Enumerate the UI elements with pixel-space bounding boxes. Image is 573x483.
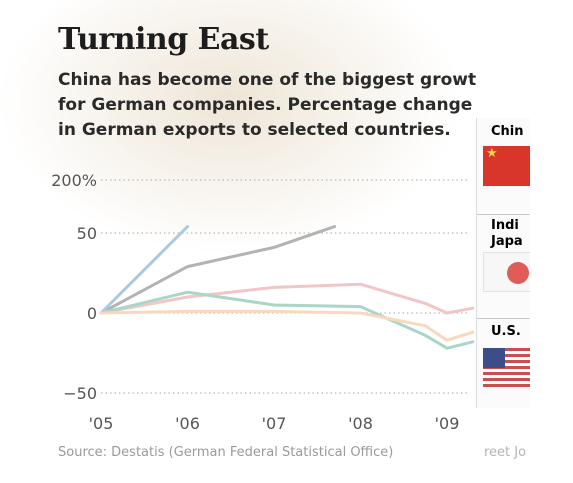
- x-tick-label-07: '07: [262, 414, 287, 433]
- subtitle-line-3: in German exports to selected countries.: [58, 120, 451, 140]
- y-tick-label-50: 50: [77, 224, 97, 243]
- series-line-1: [99, 225, 337, 315]
- right-edge-fade: [530, 0, 573, 483]
- legend-label-china: Chin: [491, 124, 524, 139]
- legend-divider: [477, 214, 533, 215]
- x-axis-ticks: '05 '06 '07 '08 '09: [89, 414, 460, 433]
- y-tick-label-top: 200%: [51, 171, 97, 190]
- series-line-2: [99, 225, 189, 315]
- source-note: Source: Destatis (German Federal Statist…: [58, 445, 394, 460]
- series-lines: [99, 225, 475, 350]
- subtitle-line-1: China has become one of the biggest grow…: [58, 70, 476, 90]
- y-tick-label-0: 0: [87, 304, 97, 323]
- subtitle-line-2: for German companies. Percentage change: [58, 95, 473, 115]
- x-tick-label-06: '06: [175, 414, 200, 433]
- y-tick-label-neg50: −50: [63, 384, 97, 403]
- sun-disc-icon: [507, 262, 529, 284]
- japan-flag-icon: [483, 252, 531, 292]
- flag-canton: [483, 348, 505, 368]
- flag-legend-panel: Chin ★ Indi Japa U.S.: [476, 118, 533, 408]
- legend-label-us: U.S.: [491, 324, 521, 339]
- source-credit-fragment: reet Jo: [484, 445, 527, 460]
- y-axis-ticks: 200% 50 0 −50: [51, 171, 97, 403]
- legend-label-india: Indi: [491, 218, 519, 233]
- x-tick-label-09: '09: [435, 414, 460, 433]
- china-flag-icon: ★: [483, 146, 531, 186]
- x-tick-label-08: '08: [348, 414, 373, 433]
- series-line-5: [99, 309, 475, 342]
- us-flag-icon: [483, 348, 531, 388]
- chart-title: Turning East: [58, 22, 269, 57]
- legend-divider: [477, 318, 533, 319]
- legend-label-japan: Japa: [491, 234, 523, 249]
- star-icon: ★: [486, 146, 498, 161]
- x-tick-label-05: '05: [89, 414, 114, 433]
- series-line-3: [99, 282, 475, 315]
- chart-subtitle: China has become one of the biggest grow…: [58, 68, 476, 143]
- series-line-4: [99, 290, 475, 350]
